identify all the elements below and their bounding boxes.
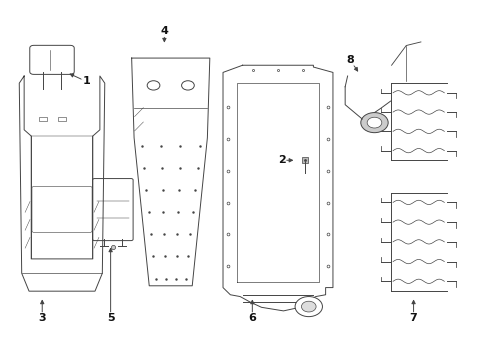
Text: 2: 2 <box>278 155 286 165</box>
Text: 5: 5 <box>107 313 115 323</box>
Bar <box>39 117 47 121</box>
Text: 3: 3 <box>38 313 46 323</box>
Text: 7: 7 <box>410 313 417 323</box>
Polygon shape <box>223 65 333 311</box>
Text: 8: 8 <box>346 55 354 65</box>
Circle shape <box>182 81 194 90</box>
FancyBboxPatch shape <box>30 45 74 75</box>
Circle shape <box>301 301 316 312</box>
Text: 1: 1 <box>82 76 90 86</box>
Circle shape <box>147 81 160 90</box>
FancyBboxPatch shape <box>93 179 133 240</box>
Circle shape <box>361 113 388 133</box>
Polygon shape <box>132 58 210 286</box>
Text: 4: 4 <box>160 26 169 36</box>
Bar <box>58 117 66 121</box>
Circle shape <box>295 297 322 317</box>
Circle shape <box>367 117 382 128</box>
FancyBboxPatch shape <box>32 186 92 232</box>
Text: 6: 6 <box>248 313 256 323</box>
